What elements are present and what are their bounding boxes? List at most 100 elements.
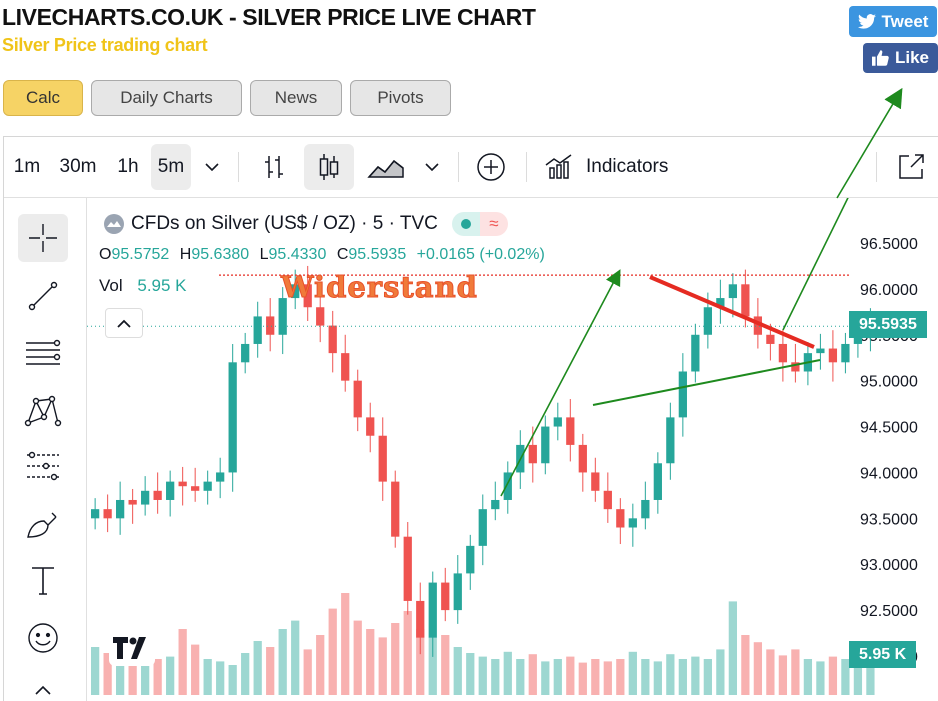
candle-body bbox=[553, 417, 562, 427]
candle-body bbox=[278, 298, 287, 335]
tweet-button[interactable]: Tweet bbox=[849, 6, 937, 37]
volume-bar bbox=[466, 653, 475, 695]
candle-body bbox=[603, 490, 612, 510]
close-value: 95.5935 bbox=[348, 246, 407, 263]
emoji-icon[interactable] bbox=[18, 614, 68, 662]
volume-bar bbox=[691, 656, 700, 695]
volume-bar bbox=[103, 653, 112, 695]
volume-bar bbox=[241, 653, 250, 695]
volume-bar bbox=[503, 651, 512, 695]
volume-bar bbox=[841, 659, 850, 695]
candle-body bbox=[566, 417, 575, 445]
volume-bar bbox=[266, 647, 275, 695]
toolbar-divider bbox=[526, 152, 527, 182]
candle-body bbox=[328, 325, 337, 354]
candle-body bbox=[478, 509, 487, 546]
volume-bar bbox=[391, 623, 400, 695]
volume-bar bbox=[303, 649, 312, 695]
candle-body bbox=[853, 334, 863, 344]
collapse-legend-button[interactable] bbox=[105, 308, 143, 338]
candle-body bbox=[178, 481, 187, 487]
interval-dropdown-chevron-icon[interactable] bbox=[198, 144, 226, 190]
toolbar-divider bbox=[876, 152, 877, 182]
chart-style-chevron-icon[interactable] bbox=[418, 144, 446, 190]
candle-body bbox=[216, 472, 225, 482]
bar-style-icon[interactable] bbox=[254, 144, 294, 190]
nav-daily-charts-button[interactable]: Daily Charts bbox=[91, 80, 242, 116]
tradingview-logo bbox=[109, 630, 155, 666]
volume-value: 5.95 K bbox=[137, 276, 187, 295]
area-style-icon[interactable] bbox=[364, 144, 408, 190]
chart-pane[interactable]: 96.500096.000095.500095.000094.500094.00… bbox=[87, 198, 938, 701]
volume-bar bbox=[853, 661, 863, 695]
like-label: Like bbox=[894, 48, 930, 67]
low-label: L bbox=[259, 246, 269, 263]
projection-icon[interactable] bbox=[18, 442, 68, 490]
last-price-badge: 95.5935 bbox=[849, 311, 927, 338]
candle-body bbox=[778, 343, 788, 363]
candle-body bbox=[791, 362, 800, 372]
price-chart[interactable]: 96.500096.000095.500095.000094.500094.00… bbox=[87, 198, 938, 701]
volume-bar bbox=[91, 647, 100, 695]
candles-style-icon[interactable] bbox=[304, 144, 354, 190]
candle-body bbox=[403, 536, 412, 601]
candle-body bbox=[266, 316, 275, 335]
symbol-legend: CFDs on Silver (US$ / OZ) · 5 · TVC ≈ bbox=[103, 212, 508, 236]
volume-bar bbox=[703, 659, 712, 695]
fib-lines-icon[interactable] bbox=[18, 330, 68, 378]
pattern-icon[interactable] bbox=[18, 386, 68, 434]
volume-bar bbox=[578, 662, 587, 695]
interval-30m-button[interactable]: 30m bbox=[59, 156, 97, 177]
indicators-button[interactable]: Indicators bbox=[544, 144, 692, 190]
candle-body bbox=[316, 307, 325, 326]
candle-body bbox=[641, 499, 650, 519]
compare-plus-icon[interactable] bbox=[470, 144, 512, 190]
toolbar-divider bbox=[238, 152, 239, 182]
interval-1m-button[interactable]: 1m bbox=[13, 156, 41, 177]
interval-1h-button[interactable]: 1h bbox=[117, 156, 139, 177]
like-button[interactable]: Like bbox=[863, 43, 938, 73]
volume-bar bbox=[766, 649, 775, 695]
volume-bar bbox=[141, 649, 150, 695]
nav-calc-button[interactable]: Calc bbox=[3, 80, 83, 116]
text-icon[interactable] bbox=[18, 556, 68, 604]
candle-body bbox=[616, 509, 625, 528]
price-tick-label: 94.0000 bbox=[860, 465, 918, 482]
candle-body bbox=[828, 348, 838, 363]
market-status-badge[interactable]: ≈ bbox=[451, 212, 508, 236]
volume-bar bbox=[653, 661, 662, 695]
nav-pivots-button[interactable]: Pivots bbox=[350, 80, 451, 116]
ohlc-legend: O95.5752 H95.6380 L95.4330 C95.5935 +0.0… bbox=[99, 246, 545, 264]
candle-body bbox=[666, 417, 675, 464]
open-external-icon[interactable] bbox=[893, 144, 929, 190]
brush-icon[interactable] bbox=[18, 500, 68, 548]
volume-bar bbox=[491, 659, 500, 695]
volume-bar bbox=[553, 659, 562, 695]
volume-bar bbox=[528, 654, 537, 695]
crosshair-icon[interactable] bbox=[18, 214, 68, 262]
indicators-icon bbox=[545, 154, 572, 179]
tweet-label: Tweet bbox=[881, 11, 929, 31]
candle-body bbox=[416, 600, 425, 638]
candle-body bbox=[528, 444, 537, 464]
resistance-annotation: Widerstand bbox=[281, 270, 478, 305]
price-tick-label: 93.5000 bbox=[860, 511, 918, 528]
candle-body bbox=[628, 518, 637, 528]
nav-news-button[interactable]: News bbox=[250, 80, 342, 116]
volume-bar bbox=[428, 637, 437, 695]
volume-bar bbox=[478, 656, 487, 695]
interval-5m-button[interactable]: 5m bbox=[151, 144, 191, 190]
candle-body bbox=[253, 316, 262, 344]
volume-bar bbox=[828, 656, 838, 695]
volume-bar bbox=[341, 593, 350, 695]
volume-bar bbox=[791, 649, 800, 695]
volume-bar bbox=[641, 659, 650, 695]
ascending-support-trendline bbox=[592, 359, 821, 406]
chart-widget-frame bbox=[3, 136, 938, 701]
volume-bar bbox=[403, 611, 412, 695]
more-tools-chevron-icon[interactable] bbox=[18, 680, 68, 700]
trend-line-icon[interactable] bbox=[18, 272, 68, 320]
volume-bar bbox=[541, 661, 550, 695]
page-title: LIVECHARTS.CO.UK - SILVER PRICE LIVE CHA… bbox=[2, 4, 536, 30]
candle-body bbox=[341, 353, 350, 381]
